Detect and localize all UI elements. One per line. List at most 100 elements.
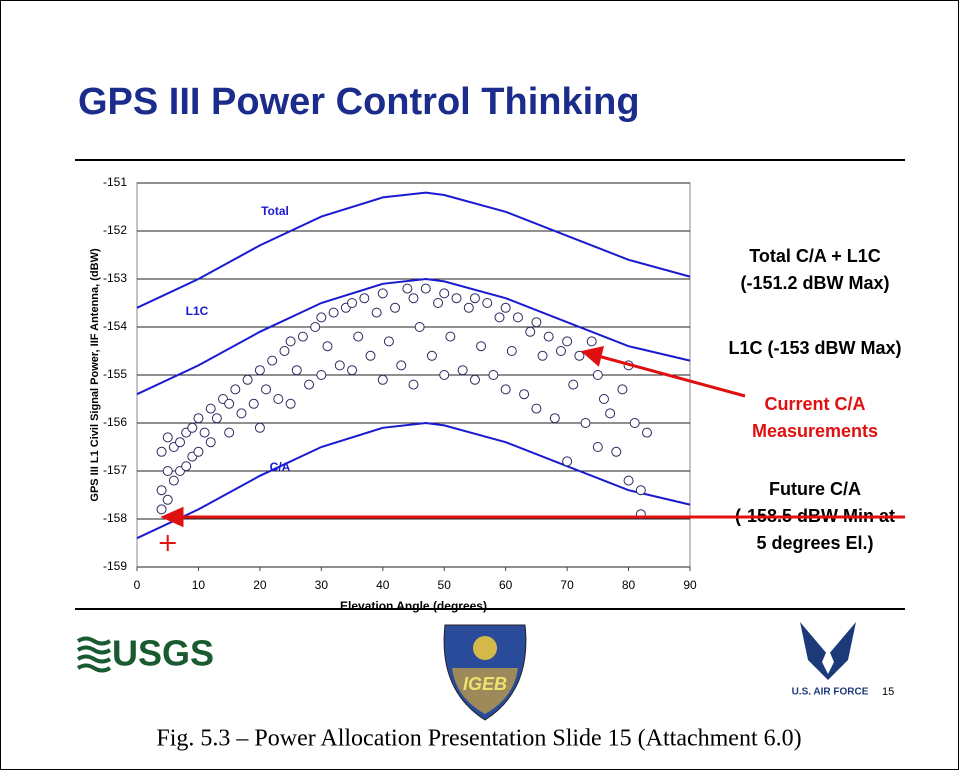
point: [439, 370, 450, 380]
point: [175, 437, 186, 448]
point: [316, 312, 327, 323]
x-tick-label: 90: [683, 578, 697, 592]
usgs-logo: USGS: [76, 633, 214, 674]
point: [205, 403, 216, 414]
point: [310, 322, 321, 332]
arrowhead: [580, 346, 605, 367]
point: [525, 326, 536, 337]
point: [629, 418, 640, 428]
point: [531, 317, 542, 328]
arrows: [160, 346, 905, 528]
y-tick-label: -157: [103, 463, 127, 477]
point: [156, 504, 167, 515]
point: [377, 288, 388, 299]
point: [476, 341, 487, 352]
logo-text: U.S. AIR FORCE: [792, 687, 869, 698]
point: [199, 427, 210, 438]
point: [242, 374, 253, 385]
point: [285, 336, 296, 347]
point: [248, 398, 259, 409]
point: [162, 494, 173, 505]
point: [390, 302, 401, 313]
curve: [136, 191, 691, 309]
point: [304, 379, 315, 390]
annotation: (-151.2 dBW Max): [740, 273, 889, 293]
globe: [473, 636, 497, 660]
point: [254, 365, 265, 376]
x-tick-label: 0: [134, 578, 141, 592]
point: [193, 446, 204, 457]
point: [168, 475, 179, 486]
point: [181, 461, 192, 472]
y-tick-label: -151: [103, 175, 127, 189]
point: [365, 350, 376, 361]
point: [408, 293, 419, 304]
point: [580, 418, 591, 428]
point: [396, 360, 407, 371]
page-number: 15: [882, 686, 894, 698]
point: [451, 293, 462, 304]
y-tick-label: -155: [103, 367, 127, 381]
point: [377, 374, 388, 385]
point: [328, 307, 339, 318]
point: [543, 331, 554, 342]
point: [512, 312, 523, 323]
arrowhead: [160, 506, 184, 528]
point: [414, 322, 425, 332]
point: [562, 336, 573, 347]
x-tick-label: 60: [499, 578, 513, 592]
x-tick-label: 20: [253, 578, 267, 592]
point: [531, 403, 542, 414]
point: [439, 288, 450, 299]
curve: [136, 277, 691, 396]
annotation: 5 degrees El.): [756, 533, 873, 553]
point: [433, 298, 444, 308]
point: [568, 379, 579, 390]
point: [267, 355, 278, 366]
point: [506, 346, 517, 356]
point: [605, 408, 616, 419]
wings: [800, 622, 856, 680]
slide-title: GPS III Power Control Thinking: [78, 81, 640, 123]
point: [537, 350, 548, 361]
point: [519, 389, 530, 400]
point: [635, 485, 646, 496]
annotation: Future C/A: [769, 479, 861, 499]
y-tick-label: -153: [103, 271, 127, 285]
point: [383, 336, 394, 347]
point: [611, 446, 622, 457]
point: [187, 422, 198, 433]
point: [224, 398, 235, 409]
point: [254, 422, 265, 433]
y-tick-label: -152: [103, 223, 127, 237]
curve: [136, 421, 691, 540]
point: [353, 331, 364, 342]
air-force-logo: U.S. AIR FORCE: [792, 622, 869, 698]
point: [230, 384, 241, 395]
point: [291, 365, 302, 376]
y-tick-label: -154: [103, 319, 127, 333]
logo-text: USGS: [112, 633, 214, 674]
point: [592, 370, 603, 380]
point: [598, 394, 609, 404]
point: [347, 365, 358, 376]
point: [445, 331, 456, 342]
point: [402, 283, 413, 294]
igeb-logo: IGEB: [443, 624, 527, 721]
point: [426, 350, 437, 361]
caption: Fig. 5.3 – Power Allocation Presentation…: [156, 726, 801, 752]
x-tick-label: 80: [622, 578, 636, 592]
x-tick-label: 10: [192, 578, 206, 592]
annotation: L1C (-153 dBW Max): [728, 338, 901, 358]
point: [420, 283, 431, 294]
point: [488, 370, 499, 380]
y-tick-label: -158: [103, 511, 127, 525]
point: [334, 360, 345, 371]
point: [555, 346, 566, 356]
point: [261, 384, 272, 395]
point: [285, 398, 296, 409]
x-tick-label: 70: [560, 578, 574, 592]
curve-label: L1C: [186, 304, 209, 318]
annotation: Current C/A: [764, 394, 865, 414]
point: [592, 442, 603, 452]
